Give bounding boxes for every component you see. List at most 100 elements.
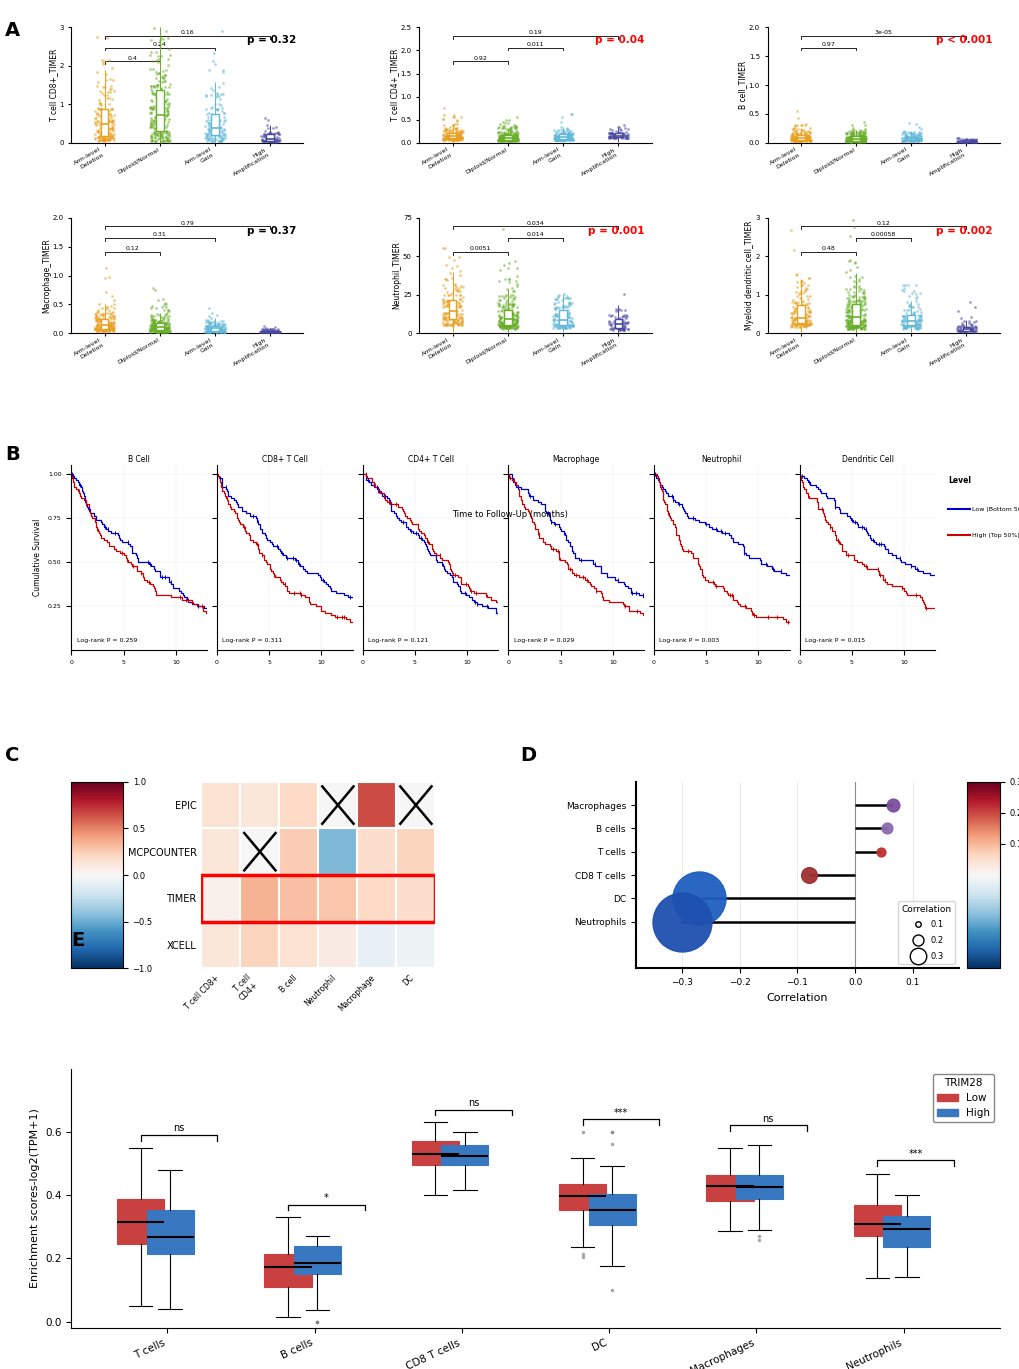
Point <box>156 318 172 340</box>
Point <box>789 130 805 152</box>
Point <box>437 309 453 331</box>
Point <box>448 119 465 141</box>
Point <box>496 298 513 320</box>
Bar <box>201 782 240 828</box>
Point <box>850 314 866 335</box>
Point <box>98 312 114 334</box>
Point <box>849 127 865 149</box>
Point <box>797 307 813 329</box>
Point <box>95 116 111 138</box>
Point <box>262 130 278 152</box>
Point <box>105 318 121 340</box>
Point <box>267 320 283 342</box>
Point <box>905 130 921 152</box>
Point <box>150 320 166 342</box>
Point <box>444 315 461 337</box>
Point <box>856 315 872 337</box>
Point <box>899 316 915 338</box>
Point <box>201 129 217 151</box>
Point <box>152 126 168 148</box>
Point <box>97 312 113 334</box>
Point <box>607 119 624 141</box>
Point <box>799 274 815 296</box>
Point <box>262 320 278 342</box>
Point <box>792 308 808 330</box>
Point <box>853 314 869 335</box>
Point <box>852 130 868 152</box>
Point <box>607 298 624 320</box>
Point <box>160 298 176 320</box>
Point <box>154 314 170 335</box>
Point <box>843 130 859 152</box>
Point <box>199 320 215 342</box>
Point <box>955 131 971 153</box>
Y-axis label: T cell CD4+_TIMER: T cell CD4+_TIMER <box>390 49 398 122</box>
Point <box>497 312 514 334</box>
Bar <box>357 782 396 828</box>
Point <box>852 129 868 151</box>
Point <box>957 319 973 341</box>
Point <box>494 316 511 338</box>
Point <box>905 127 921 149</box>
Point <box>504 308 521 330</box>
Point <box>906 314 922 335</box>
Point <box>564 103 580 125</box>
Point <box>154 315 170 337</box>
Point <box>902 311 918 333</box>
Point <box>266 322 282 344</box>
Point <box>912 304 928 326</box>
Point <box>446 125 463 146</box>
Point <box>493 129 510 151</box>
Point <box>89 103 105 125</box>
Point <box>157 120 173 142</box>
Point <box>601 127 618 149</box>
Point <box>786 309 802 331</box>
Point <box>201 118 217 140</box>
Point <box>149 75 165 97</box>
Point <box>896 314 912 335</box>
Point <box>259 126 275 148</box>
Point <box>840 305 856 327</box>
Point <box>785 129 801 151</box>
Point <box>491 305 507 327</box>
Point <box>851 314 867 335</box>
Point <box>908 127 924 149</box>
Point <box>508 309 525 331</box>
Point <box>506 127 523 149</box>
Point <box>604 316 621 338</box>
Point <box>160 125 176 146</box>
Point <box>549 130 566 152</box>
Point <box>143 97 159 119</box>
Point <box>496 129 513 151</box>
Point <box>844 126 860 148</box>
Point <box>507 118 524 140</box>
Point <box>620 126 636 148</box>
Point <box>443 300 460 322</box>
Point <box>97 315 113 337</box>
Point <box>601 122 618 144</box>
Point <box>493 129 510 151</box>
Point <box>854 311 870 333</box>
Point <box>605 127 622 149</box>
Point <box>953 320 969 342</box>
Point <box>549 129 566 151</box>
Point <box>490 122 506 144</box>
Point <box>104 303 120 324</box>
Point <box>144 319 160 341</box>
Point <box>507 304 524 326</box>
Point <box>491 129 507 151</box>
Point <box>490 130 506 152</box>
Point <box>203 312 219 334</box>
Point <box>554 296 571 318</box>
Point <box>497 303 514 324</box>
Point <box>559 126 576 148</box>
Point <box>904 282 920 304</box>
Point <box>507 125 524 146</box>
Point <box>496 125 513 146</box>
Point <box>211 130 227 152</box>
Point <box>257 130 273 152</box>
Point <box>492 127 508 149</box>
Point <box>850 125 866 146</box>
Point <box>795 312 811 334</box>
Point <box>963 318 979 340</box>
